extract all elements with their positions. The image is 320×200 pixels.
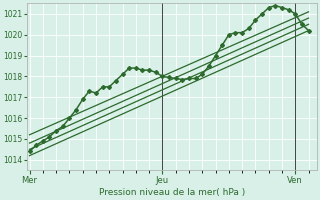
X-axis label: Pression niveau de la mer( hPa ): Pression niveau de la mer( hPa )	[99, 188, 245, 197]
